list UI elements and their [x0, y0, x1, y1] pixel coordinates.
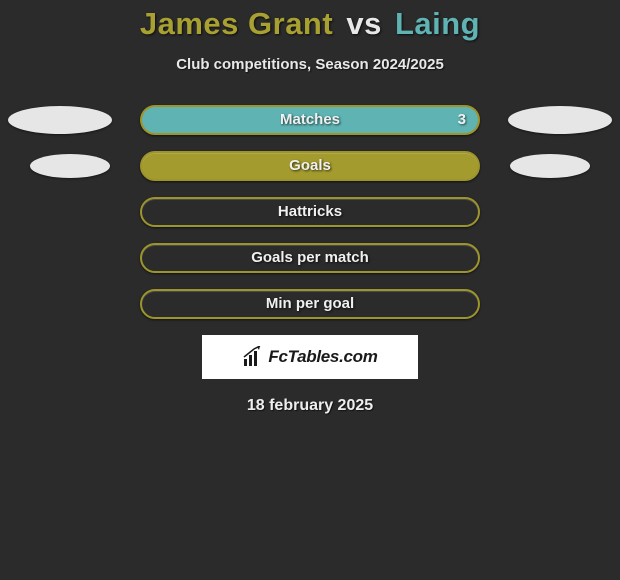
stat-bar: Matches3: [140, 105, 480, 135]
chart-icon: [242, 346, 264, 368]
left-ellipse: [30, 154, 110, 178]
stat-row: Hattricks: [0, 197, 620, 227]
left-ellipse: [8, 106, 112, 134]
stat-bar: Goals: [140, 151, 480, 181]
vs-text: vs: [346, 6, 381, 41]
stat-row: Goals: [0, 151, 620, 181]
stat-label: Matches: [142, 107, 478, 133]
stat-rows: Matches3 Goals Hattricks Goals per match Min…: [0, 105, 620, 319]
stat-label: Goals per match: [142, 245, 478, 271]
logo-box: FcTables.com: [202, 335, 418, 379]
logo-text: FcTables.com: [268, 347, 377, 367]
stat-row: Goals per match: [0, 243, 620, 273]
stat-bar: Goals per match: [140, 243, 480, 273]
stat-bar: Hattricks: [140, 197, 480, 227]
right-ellipse: [508, 106, 612, 134]
subtitle: Club competitions, Season 2024/2025: [0, 56, 620, 73]
player2-name: Laing: [395, 6, 480, 41]
stat-label: Goals: [142, 153, 478, 179]
page-title: James Grant vs Laing: [0, 0, 620, 42]
stat-bar: Min per goal: [140, 289, 480, 319]
date-text: 18 february 2025: [0, 397, 620, 415]
stat-row: Min per goal: [0, 289, 620, 319]
stat-label: Hattricks: [142, 199, 478, 225]
stat-label: Min per goal: [142, 291, 478, 317]
player1-name: James Grant: [140, 6, 333, 41]
right-ellipse: [510, 154, 590, 178]
stat-value-right: 3: [458, 107, 466, 133]
stat-row: Matches3: [0, 105, 620, 135]
